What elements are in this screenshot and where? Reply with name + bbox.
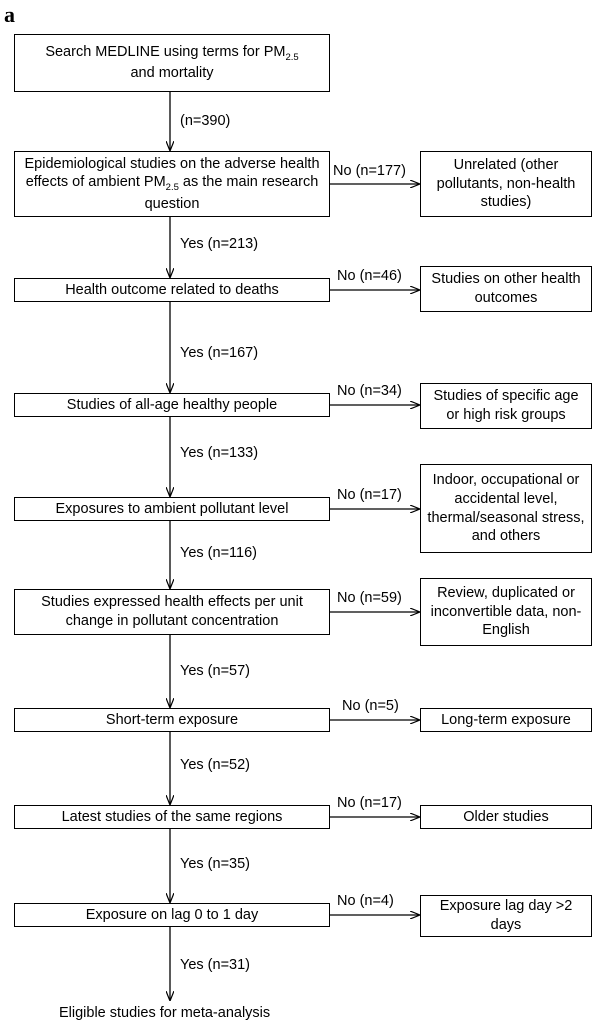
exclusion-text: Exposure lag day >2 days: [439, 898, 573, 933]
step-box-lag-exposure: Exposure on lag 0 to 1 day: [14, 903, 330, 927]
step-text: Exposures to ambient pollutant level: [55, 500, 289, 517]
exclusion-text: Long-term exposure: [441, 711, 571, 728]
step-text: Studies of all-age healthy people: [66, 396, 278, 413]
step-box-latest-studies: Latest studies of the same regions: [14, 805, 330, 829]
no-label-17a: No (n=17): [337, 487, 402, 503]
exclusion-box-lag-over-2: Exposure lag day >2 days: [420, 895, 592, 937]
exclusion-text: Studies of specific age or high risk gro…: [433, 388, 579, 423]
step-box-epidemiological-studies: Epidemiological studies on the adverse h…: [14, 151, 330, 217]
exclusion-text: Unrelated (other pollutants, non-health …: [436, 156, 576, 211]
step-text: Latest studies of the same regions: [61, 808, 283, 825]
step-box-ambient-exposure: Exposures to ambient pollutant level: [14, 497, 330, 521]
yes-label-116: Yes (n=116): [180, 545, 257, 561]
yes-label-167: Yes (n=167): [180, 345, 259, 361]
yes-label-35: Yes (n=35): [180, 856, 251, 872]
yes-label-133: Yes (n=133): [180, 445, 259, 461]
panel-label: a: [4, 2, 15, 27]
step-text: Search MEDLINE using terms for PM2.5 and …: [45, 43, 299, 82]
exclusion-box-long-term: Long-term exposure: [420, 708, 592, 732]
step-box-all-age-healthy: Studies of all-age healthy people: [14, 393, 330, 417]
step-text: Studies expressed health effects per uni…: [41, 594, 303, 629]
exclusion-box-review-duplicated: Review, duplicated or inconvertible data…: [420, 578, 592, 646]
step-text: Epidemiological studies on the adverse h…: [24, 155, 320, 212]
step-box-health-outcome: Health outcome related to deaths: [14, 278, 330, 302]
step-box-search-medline: Search MEDLINE using terms for PM2.5 and …: [14, 34, 330, 92]
yes-label-57: Yes (n=57): [180, 663, 251, 679]
no-label-177: No (n=177): [333, 163, 406, 179]
step-text: Health outcome related to deaths: [65, 281, 279, 298]
exclusion-text: Studies on other health outcomes: [431, 271, 581, 306]
exclusion-box-specific-groups: Studies of specific age or high risk gro…: [420, 383, 592, 429]
final-eligible-studies: Eligible studies for meta-analysis: [59, 1005, 271, 1021]
exclusion-text: Indoor, occupational or accidental level…: [427, 471, 585, 545]
step-text: Short-term exposure: [105, 711, 239, 728]
exclusion-text: Older studies: [463, 808, 549, 825]
exclusion-box-indoor-occupational: Indoor, occupational or accidental level…: [420, 464, 592, 553]
yes-label-31: Yes (n=31): [180, 957, 251, 973]
no-label-17b: No (n=17): [337, 795, 402, 811]
step-box-short-term-exposure: Short-term exposure: [14, 708, 330, 732]
no-label-59: No (n=59): [337, 590, 402, 606]
step-text: Exposure on lag 0 to 1 day: [85, 906, 259, 923]
no-label-4: No (n=4): [337, 893, 394, 909]
yes-label-213: Yes (n=213): [180, 236, 259, 252]
yes-label-52: Yes (n=52): [180, 757, 251, 773]
exclusion-text: Review, duplicated or inconvertible data…: [430, 584, 582, 639]
exclusion-box-unrelated: Unrelated (other pollutants, non-health …: [420, 151, 592, 217]
no-label-46: No (n=46): [337, 268, 402, 284]
count-label-records: (n=390): [180, 113, 231, 129]
exclusion-box-other-outcomes: Studies on other health outcomes: [420, 266, 592, 312]
no-label-5: No (n=5): [342, 698, 399, 714]
step-box-health-effects-per-unit: Studies expressed health effects per uni…: [14, 589, 330, 635]
exclusion-box-older-studies: Older studies: [420, 805, 592, 829]
no-label-34: No (n=34): [337, 383, 402, 399]
